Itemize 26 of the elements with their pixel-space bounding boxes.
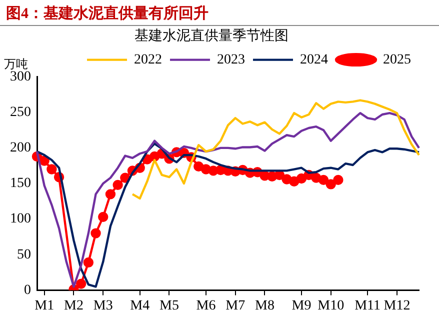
y-tick-label: 250 [10,105,31,120]
y-tick-label: 0 [24,282,31,298]
x-tick-label: M10 [318,298,344,314]
legend-label: 2025 [383,52,411,68]
y-axis-title: 万吨 [4,56,28,71]
y-tick-label: 200 [10,140,31,156]
x-tick-label: M11 [354,298,381,314]
legend-label: 2023 [217,52,245,68]
legend-label: 2022 [134,52,162,68]
x-tick-label: M4 [130,298,150,314]
x-tick-label: M3 [93,298,113,314]
y-tick-label: 100 [10,212,31,227]
y-tick-label: 150 [10,176,31,192]
x-tick-label: M6 [196,298,216,314]
y-tick-label: 300 [10,69,31,84]
x-tick-label: M12 [384,298,410,314]
legend-label: 2024 [300,52,328,68]
x-tick-label: M5 [160,298,179,314]
x-tick-label: M8 [255,298,274,314]
y-tick-label: 50 [17,247,31,262]
x-tick-label: M1 [34,298,54,314]
chart-title: 图4：基建水泥直供量有所回升 [0,0,439,26]
chart-subtitle: 基建水泥直供量季节性图 [134,28,288,44]
x-tick-label: M7 [226,298,246,314]
x-tick-label: M9 [292,298,312,314]
x-tick-label: M2 [64,298,84,314]
